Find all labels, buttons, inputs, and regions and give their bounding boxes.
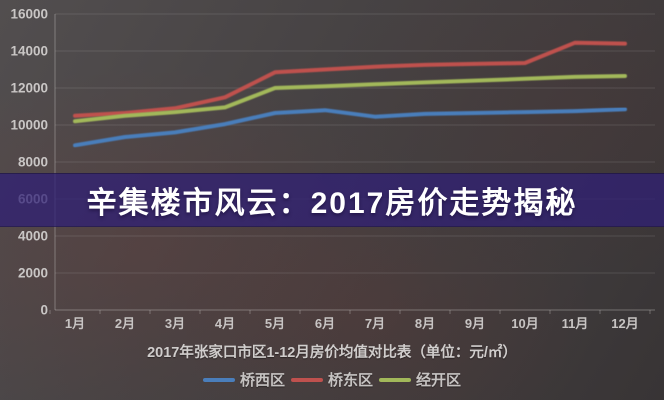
legend-item-0: 桥西区 — [202, 369, 285, 390]
x-axis-label-5: 5月 — [265, 316, 285, 331]
y-axis-label-12000: 12000 — [10, 81, 48, 96]
x-axis-label-12: 12月 — [611, 316, 638, 331]
x-axis-label-2: 2月 — [115, 316, 135, 331]
chart-legend: 桥西区 桥东区 经开区 — [0, 369, 664, 390]
series-line-0 — [73, 107, 627, 148]
x-axis-label-4: 4月 — [215, 316, 235, 331]
x-axis-label-7: 7月 — [365, 316, 385, 331]
y-axis-label-16000: 16000 — [10, 7, 48, 22]
y-axis-label-4000: 4000 — [18, 229, 48, 244]
series-line-2 — [73, 74, 627, 124]
y-axis-label-2000: 2000 — [18, 266, 48, 281]
chart-caption: 2017年张家口市区1-12月房价均值对比表（单位：元/㎡） — [147, 345, 517, 361]
x-axis-label-8: 8月 — [415, 316, 435, 331]
x-axis-label-11: 11月 — [562, 316, 589, 331]
title-banner: 辛集楼市风云：2017房价走势揭秘 — [0, 173, 664, 227]
y-axis-label-0: 0 — [40, 303, 48, 318]
x-axis-label-6: 6月 — [315, 316, 335, 331]
legend-label-2: 经开区 — [416, 372, 462, 389]
x-axis-label-1: 1月 — [65, 316, 85, 331]
legend-item-2: 经开区 — [379, 369, 461, 390]
y-axis-label-8000: 8000 — [18, 155, 48, 170]
y-axis-label-10000: 10000 — [10, 118, 48, 133]
x-axis-label-3: 3月 — [165, 316, 185, 331]
x-axis-label-9: 9月 — [465, 316, 485, 331]
page-title: 辛集楼市风云：2017房价走势揭秘 — [86, 187, 578, 220]
legend-swatch-2 — [379, 377, 411, 382]
legend-label-1: 桥东区 — [327, 372, 373, 389]
x-axis-label-10: 10月 — [511, 316, 538, 331]
y-axis-label-14000: 14000 — [10, 44, 48, 59]
legend-label-0: 桥西区 — [239, 372, 285, 389]
legend-swatch-0 — [202, 377, 235, 382]
legend-item-1: 桥东区 — [290, 369, 373, 390]
series-line-1 — [73, 40, 627, 118]
legend-swatch-1 — [290, 377, 323, 382]
